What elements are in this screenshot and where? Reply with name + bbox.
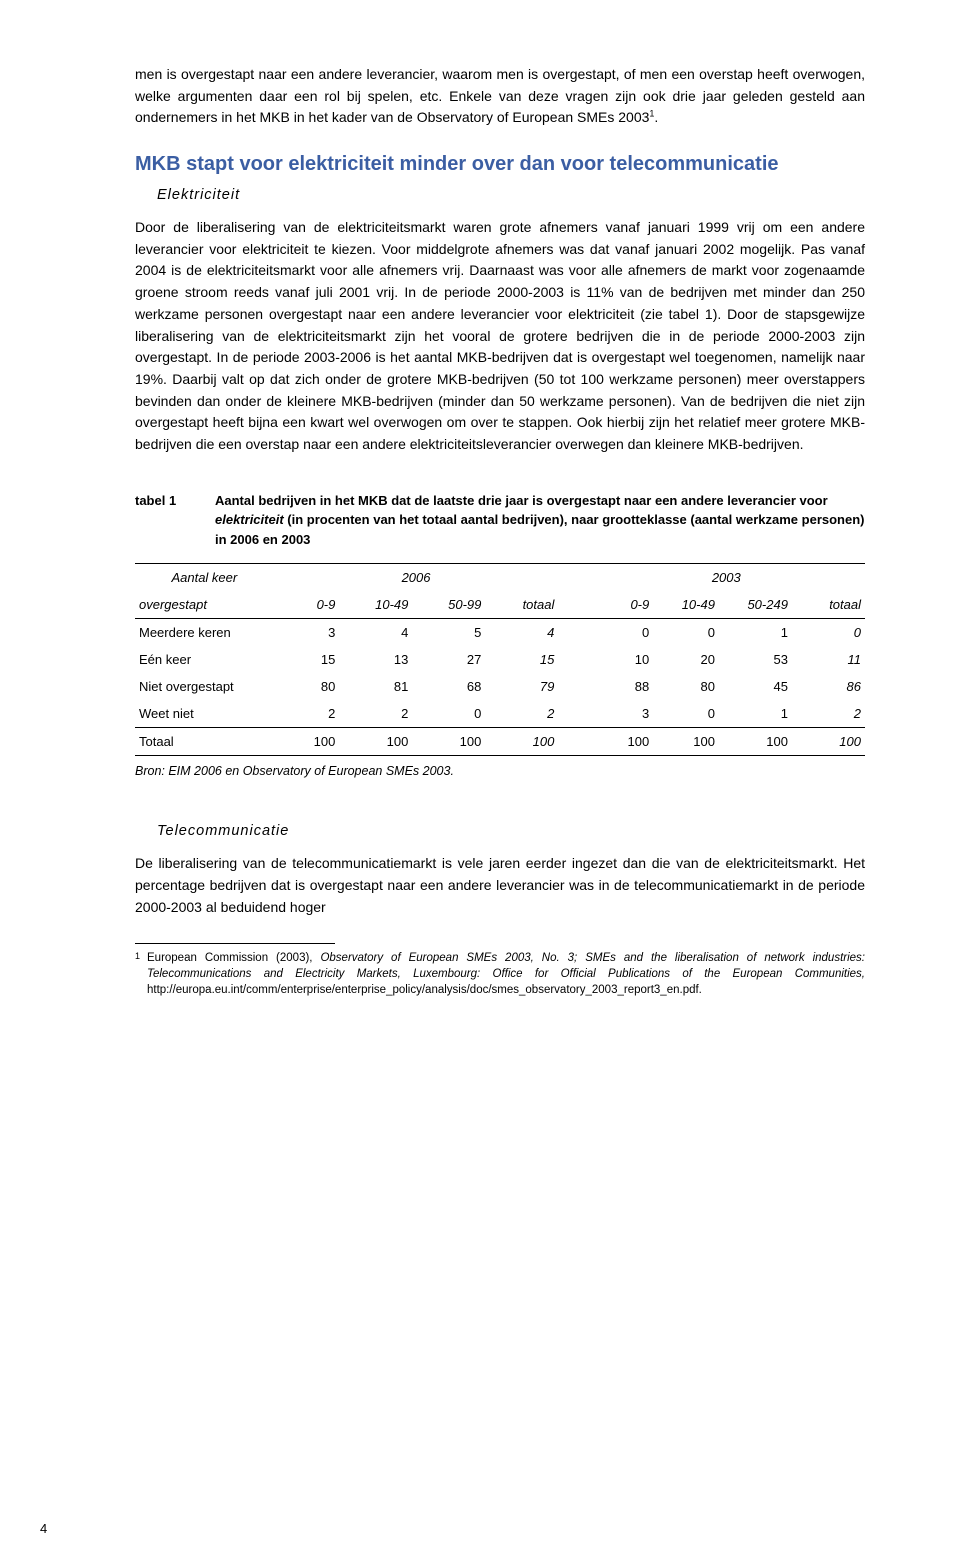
table-caption: tabel 1 Aantal bedrijven in het MKB dat … [135, 491, 865, 550]
para1-end: . [654, 109, 658, 125]
col-2006-1: 10-49 [339, 591, 412, 619]
cell: 5 [412, 619, 485, 647]
row-label: Eén keer [135, 646, 274, 673]
table-label-caption: Aantal bedrijven in het MKB dat de laats… [215, 491, 865, 550]
cell: 27 [412, 646, 485, 673]
col-2003-2: 50-249 [719, 591, 792, 619]
cell: 0 [653, 700, 719, 728]
subheading-telecom: Telecommunicatie [157, 823, 865, 839]
cell: 100 [653, 728, 719, 756]
cell: 100 [339, 728, 412, 756]
table-source: Bron: EIM 2006 en Observatory of Europea… [135, 764, 865, 778]
row-label: Totaal [135, 728, 274, 756]
footnote-marker: 1 [135, 950, 147, 998]
cell: 80 [653, 673, 719, 700]
cell: 1 [719, 619, 792, 647]
row-header-2: overgestapt [135, 591, 274, 619]
cell: 4 [485, 619, 558, 647]
cell: 100 [792, 728, 865, 756]
caption-a: Aantal bedrijven in het MKB dat de laats… [215, 493, 828, 508]
cell: 80 [274, 673, 340, 700]
cell: 79 [485, 673, 558, 700]
cell: 3 [588, 700, 654, 728]
page: men is overgestapt naar een andere lever… [0, 0, 960, 1556]
paragraph-elektriciteit: Door de liberalisering van de elektricit… [135, 217, 865, 456]
table-row: Weet niet 2 2 0 2 3 0 1 2 [135, 700, 865, 728]
cell: 4 [339, 619, 412, 647]
cell: 100 [412, 728, 485, 756]
cell: 2 [485, 700, 558, 728]
paragraph-intro: men is overgestapt naar een andere lever… [135, 64, 865, 129]
col-2003-3: totaal [792, 591, 865, 619]
cell: 13 [339, 646, 412, 673]
cell: 88 [588, 673, 654, 700]
year-2003: 2003 [588, 564, 865, 592]
row-label: Niet overgestapt [135, 673, 274, 700]
footnote-separator [135, 943, 335, 944]
data-table: Aantal keer 2006 2003 overgestapt 0-9 10… [135, 563, 865, 756]
col-2006-0: 0-9 [274, 591, 340, 619]
table-row: Eén keer 15 13 27 15 10 20 53 11 [135, 646, 865, 673]
section-heading: MKB stapt voor elektriciteit minder over… [135, 151, 865, 177]
col-2003-0: 0-9 [588, 591, 654, 619]
cell: 15 [274, 646, 340, 673]
cell: 100 [485, 728, 558, 756]
para1-text: men is overgestapt naar een andere lever… [135, 66, 865, 125]
cell: 15 [485, 646, 558, 673]
cell: 53 [719, 646, 792, 673]
col-2006-3: totaal [485, 591, 558, 619]
caption-italic: elektriciteit [215, 512, 284, 527]
col-2006-2: 50-99 [412, 591, 485, 619]
cell: 86 [792, 673, 865, 700]
cell: 0 [792, 619, 865, 647]
cell: 3 [274, 619, 340, 647]
cell: 81 [339, 673, 412, 700]
page-number: 4 [40, 1521, 47, 1536]
cell: 100 [719, 728, 792, 756]
cell: 2 [274, 700, 340, 728]
cell: 0 [653, 619, 719, 647]
footnote-body: European Commission (2003), Observatory … [147, 950, 865, 998]
cell: 11 [792, 646, 865, 673]
subheading-elektriciteit: Elektriciteit [157, 187, 865, 203]
year-2006: 2006 [274, 564, 559, 592]
cell: 100 [274, 728, 340, 756]
cell: 1 [719, 700, 792, 728]
cell: 10 [588, 646, 654, 673]
caption-b: (in procenten van het totaal aantal bedr… [215, 512, 865, 547]
row-label: Weet niet [135, 700, 274, 728]
table-label-id: tabel 1 [135, 491, 215, 550]
cell: 20 [653, 646, 719, 673]
row-label: Meerdere keren [135, 619, 274, 647]
row-header-1: Aantal keer [135, 564, 274, 592]
paragraph-telecom: De liberalisering van de telecommunicati… [135, 853, 865, 918]
footnote: 1 European Commission (2003), Observator… [135, 950, 865, 998]
cell: 2 [339, 700, 412, 728]
cell: 0 [412, 700, 485, 728]
cell: 68 [412, 673, 485, 700]
fn-a: European Commission (2003), [147, 952, 320, 964]
col-2003-1: 10-49 [653, 591, 719, 619]
table-row: Niet overgestapt 80 81 68 79 88 80 45 86 [135, 673, 865, 700]
cell: 45 [719, 673, 792, 700]
cell: 2 [792, 700, 865, 728]
cell: 0 [588, 619, 654, 647]
table-row-total: Totaal 100 100 100 100 100 100 100 100 [135, 728, 865, 756]
cell: 100 [588, 728, 654, 756]
fn-b: http://europa.eu.int/comm/enterprise/ent… [147, 984, 702, 996]
table-row: Meerdere keren 3 4 5 4 0 0 1 0 [135, 619, 865, 647]
